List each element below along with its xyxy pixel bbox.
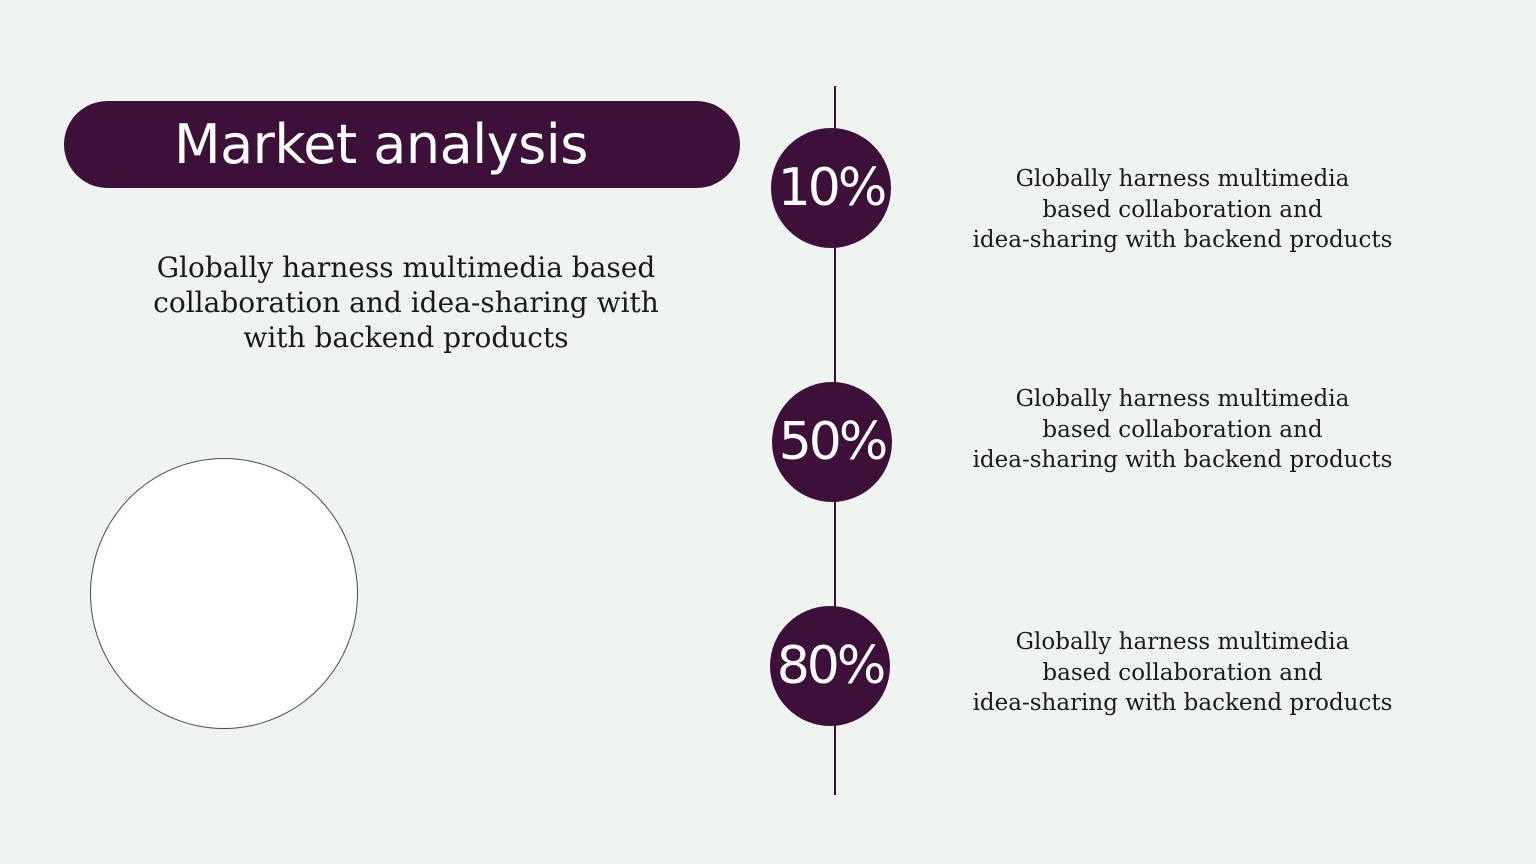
- milestone-description-10: Globally harness multimedia based collab…: [955, 164, 1410, 256]
- milestone-line: Globally harness multimedia: [1015, 386, 1350, 412]
- milestone-line: based collaboration and: [1042, 659, 1323, 686]
- milestone-line: based collaboration and: [1042, 196, 1323, 223]
- intro-line: collaboration and idea-sharing with: [153, 286, 659, 319]
- milestone-line: idea-sharing with backend products: [972, 227, 1393, 253]
- title-banner: Market analysis: [64, 101, 740, 188]
- milestone-badge-50: 50%: [772, 382, 892, 502]
- intro-line: with backend products: [243, 321, 569, 354]
- milestone-line: idea-sharing with backend products: [972, 690, 1393, 716]
- milestone-description-50: Globally harness multimedia based collab…: [955, 384, 1410, 476]
- intro-paragraph: Globally harness multimedia based collab…: [110, 250, 702, 355]
- intro-line: Globally harness multimedia based: [156, 251, 656, 284]
- milestone-description-80: Globally harness multimedia based collab…: [955, 627, 1410, 719]
- milestone-line: based collaboration and: [1042, 416, 1323, 443]
- milestone-line: Globally harness multimedia: [1015, 166, 1350, 192]
- milestone-badge-80: 80%: [770, 606, 890, 726]
- image-placeholder-circle[interactable]: [90, 458, 358, 729]
- milestone-badge-10: 10%: [771, 128, 891, 248]
- milestone-line: idea-sharing with backend products: [972, 447, 1393, 473]
- slide-title: Market analysis: [174, 113, 588, 176]
- milestone-line: Globally harness multimedia: [1015, 629, 1350, 655]
